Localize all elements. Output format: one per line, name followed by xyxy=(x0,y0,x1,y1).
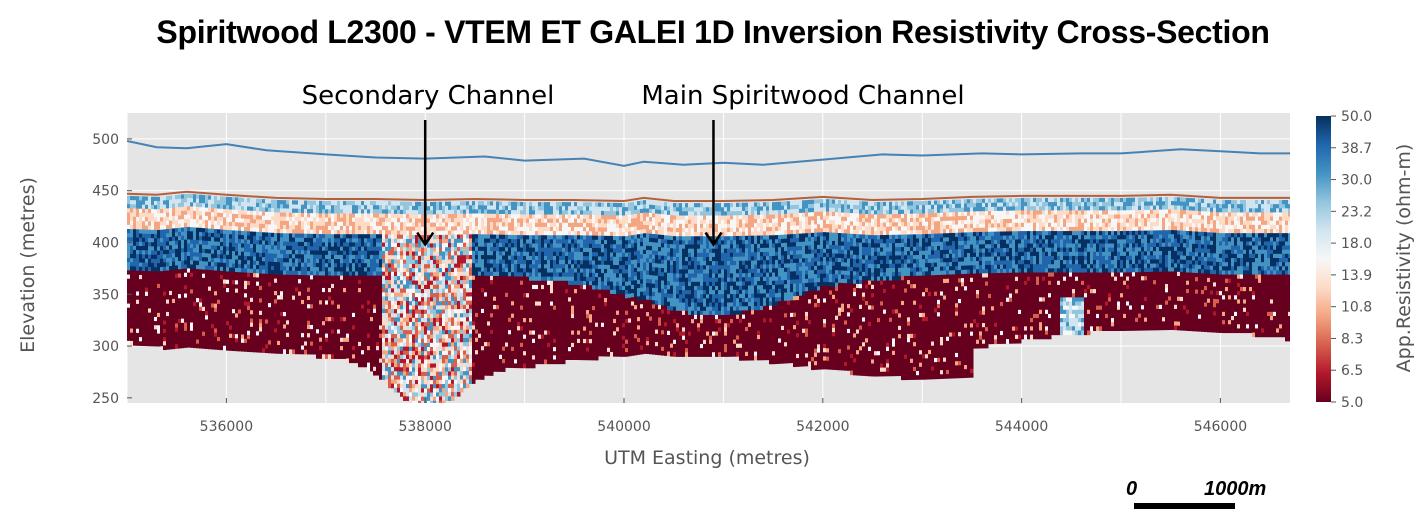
y-tick-label: 300 xyxy=(92,339,119,355)
y-tick-label: 450 xyxy=(92,184,119,200)
colorbar-tick-label: 18.0 xyxy=(1341,236,1372,252)
y-tick-label: 350 xyxy=(92,287,119,303)
x-tick-label: 546000 xyxy=(1194,419,1247,435)
axes: 536000 538000 540000 542000 544000 546000 250 3… xyxy=(92,132,1247,435)
y-tick-label: 250 xyxy=(92,391,119,407)
x-tick-label: 540000 xyxy=(597,419,650,435)
colorbar-tick-label: 30.0 xyxy=(1341,173,1372,189)
colorbar-tick-label: 8.3 xyxy=(1341,331,1363,347)
x-axis-label: UTM Easting (metres) xyxy=(604,447,810,469)
y-tick-label: 500 xyxy=(92,132,119,148)
colorbar: 50.0 38.7 30.0 23.2 18.0 13.9 10.8 8.3 6.5 5.0 xyxy=(1316,109,1372,411)
colorbar-tick-label: 38.7 xyxy=(1341,141,1372,157)
x-tick-label: 538000 xyxy=(398,419,451,435)
x-tick-label: 542000 xyxy=(796,419,849,435)
upper-surface-line xyxy=(127,140,1290,167)
colorbar-tick-label: 23.2 xyxy=(1341,204,1372,220)
scale-bar: 0 1000m xyxy=(1126,478,1266,509)
colorbar-tick-label: 50.0 xyxy=(1341,109,1372,125)
annotation-arrowhead xyxy=(704,231,723,247)
resistivity-heatmap xyxy=(127,193,1290,403)
y-axis-label: Elevation (metres) xyxy=(17,177,39,353)
chart-title: Spiritwood L2300 - VTEM ET GALEI 1D Inve… xyxy=(156,14,1270,50)
surface-lines xyxy=(127,140,1290,203)
annotation-label: Secondary Channel xyxy=(302,81,555,111)
annotation-arrowhead xyxy=(416,231,435,247)
colorbar-tick-label: 13.9 xyxy=(1341,268,1372,284)
colorbar-label: App.Resistivity (ohm-m) xyxy=(1393,144,1415,373)
ground-surface-line xyxy=(127,190,1290,203)
annotation-label: Main Spiritwood Channel xyxy=(641,81,964,111)
colorbar-tick-label: 5.0 xyxy=(1341,395,1363,411)
scale-bar-right-label: 1000m xyxy=(1204,478,1266,500)
scale-bar-left-label: 0 xyxy=(1126,478,1137,500)
colorbar-gradient xyxy=(1316,116,1331,402)
y-tick-label: 400 xyxy=(92,235,119,251)
annotations: Secondary Channel Main Spiritwood Channel xyxy=(302,81,965,247)
colorbar-tick-label: 10.8 xyxy=(1341,300,1372,316)
x-tick-label: 536000 xyxy=(200,419,253,435)
colorbar-tick-label: 6.5 xyxy=(1341,363,1363,379)
scale-bar-line xyxy=(1134,503,1235,509)
x-tick-label: 544000 xyxy=(995,419,1048,435)
